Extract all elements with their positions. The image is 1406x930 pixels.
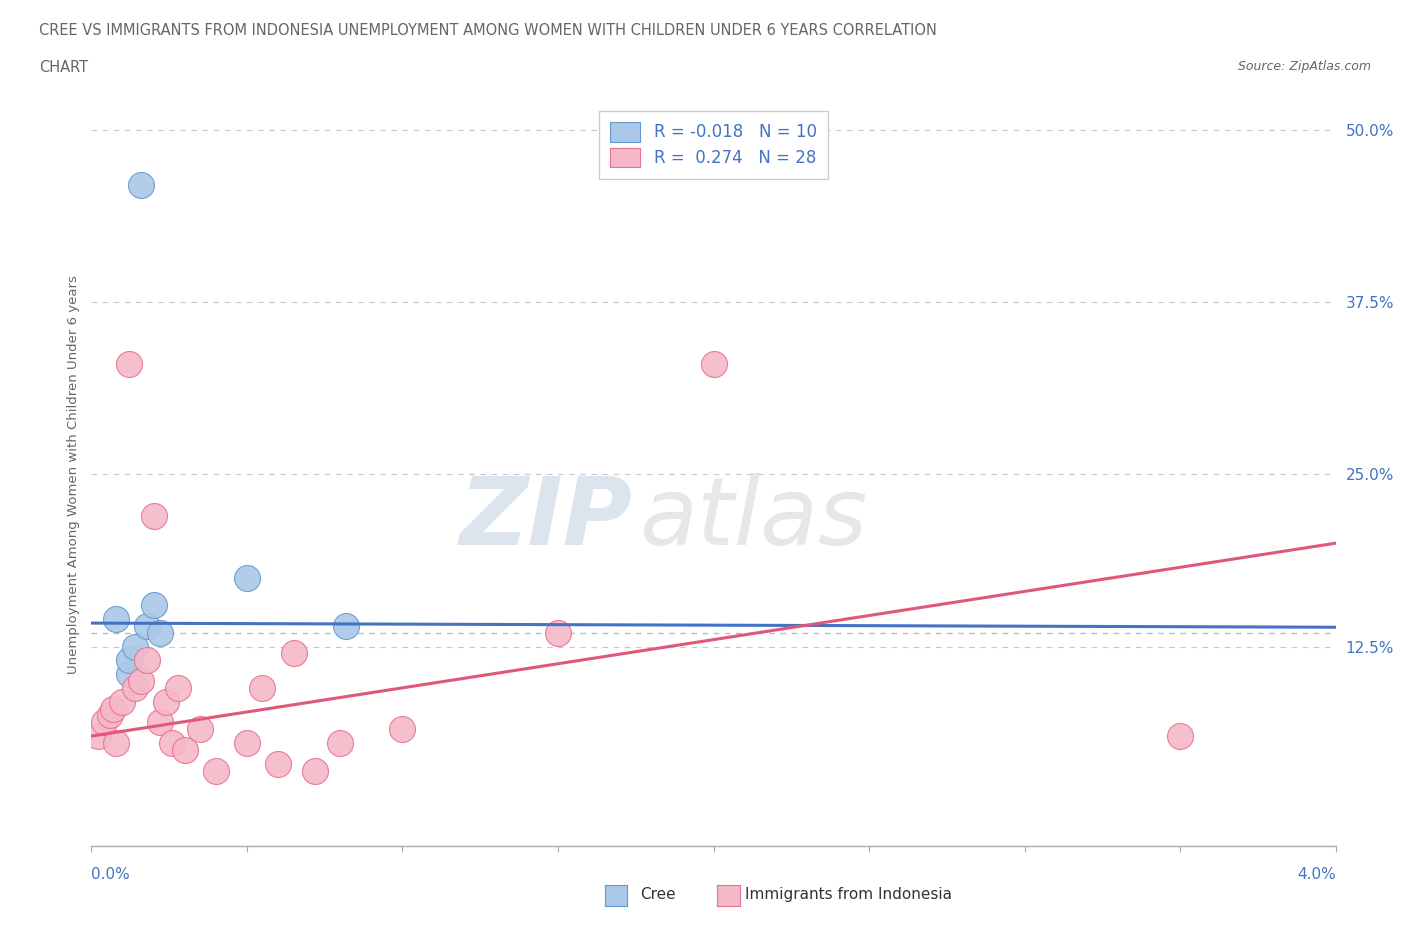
Text: CREE VS IMMIGRANTS FROM INDONESIA UNEMPLOYMENT AMONG WOMEN WITH CHILDREN UNDER 6: CREE VS IMMIGRANTS FROM INDONESIA UNEMPL… xyxy=(39,23,938,38)
Point xyxy=(162,736,184,751)
Point xyxy=(267,756,290,771)
Point xyxy=(124,681,146,696)
Point xyxy=(105,736,128,751)
Point xyxy=(188,722,211,737)
Point xyxy=(547,625,569,640)
Y-axis label: Unemployment Among Women with Children Under 6 years: Unemployment Among Women with Children U… xyxy=(67,275,80,673)
Point xyxy=(252,681,274,696)
Text: Cree: Cree xyxy=(640,887,675,902)
Point xyxy=(129,673,152,688)
Point xyxy=(118,653,141,668)
Point xyxy=(111,694,134,709)
Point xyxy=(149,715,172,730)
Point xyxy=(283,646,305,661)
Point xyxy=(702,356,725,371)
Point xyxy=(173,742,195,757)
Point xyxy=(136,653,159,668)
Text: Source: ZipAtlas.com: Source: ZipAtlas.com xyxy=(1237,60,1371,73)
Point xyxy=(142,508,165,523)
Point xyxy=(304,764,326,778)
Point xyxy=(205,764,228,778)
Point xyxy=(236,736,259,751)
Text: ZIP: ZIP xyxy=(460,473,633,565)
Text: CHART: CHART xyxy=(39,60,89,75)
Point xyxy=(1168,728,1191,743)
Point xyxy=(124,639,146,654)
Point xyxy=(167,681,190,696)
Text: 4.0%: 4.0% xyxy=(1296,867,1336,882)
Point xyxy=(391,722,413,737)
Point xyxy=(98,708,121,723)
Point xyxy=(236,570,259,585)
Point xyxy=(329,736,352,751)
Point xyxy=(155,694,177,709)
Point xyxy=(93,715,115,730)
Point xyxy=(101,701,124,716)
Text: atlas: atlas xyxy=(638,473,868,565)
Point xyxy=(118,356,141,371)
Text: Immigrants from Indonesia: Immigrants from Indonesia xyxy=(745,887,952,902)
Point xyxy=(335,618,357,633)
Point xyxy=(118,667,141,682)
Point xyxy=(105,612,128,627)
Point xyxy=(129,178,152,193)
Point xyxy=(142,598,165,613)
Legend: R = -0.018   N = 10, R =  0.274   N = 28: R = -0.018 N = 10, R = 0.274 N = 28 xyxy=(599,111,828,179)
Text: 0.0%: 0.0% xyxy=(91,867,131,882)
Point xyxy=(136,618,159,633)
Point xyxy=(149,625,172,640)
Point xyxy=(86,728,108,743)
